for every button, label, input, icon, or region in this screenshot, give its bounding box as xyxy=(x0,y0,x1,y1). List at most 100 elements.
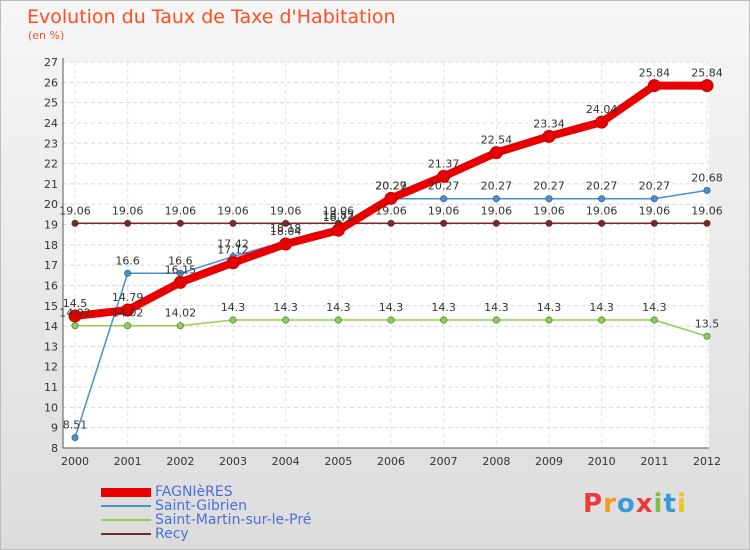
data-label: 22.54 xyxy=(481,134,513,147)
x-tick-label: 2010 xyxy=(588,455,616,468)
x-tick-label: 2008 xyxy=(482,455,510,468)
data-label: 17.12 xyxy=(217,244,249,257)
y-tick-label: 12 xyxy=(44,361,58,374)
data-label: 20.27 xyxy=(533,180,565,193)
data-point xyxy=(68,309,82,323)
data-point xyxy=(279,237,293,251)
data-label: 14.3 xyxy=(273,301,298,314)
chart-subtitle: (en %) xyxy=(28,29,65,42)
y-tick-label: 17 xyxy=(44,259,58,272)
data-point xyxy=(124,269,132,277)
data-label: 18.82 xyxy=(323,209,355,222)
data-point xyxy=(334,316,342,324)
data-point xyxy=(650,219,658,227)
data-label: 19.06 xyxy=(165,204,197,217)
data-label: 14.3 xyxy=(431,301,456,314)
data-point xyxy=(595,115,609,129)
data-point xyxy=(387,316,395,324)
data-label: 25.84 xyxy=(691,67,723,80)
data-label: 14.02 xyxy=(165,307,197,320)
y-tick-label: 25 xyxy=(44,97,58,110)
data-point xyxy=(545,316,553,324)
y-tick-label: 22 xyxy=(44,158,58,171)
legend-item: Saint-Martin-sur-le-Pré xyxy=(101,513,311,527)
chart-title: Evolution du Taux de Taxe d'Habitation xyxy=(27,6,396,28)
data-point xyxy=(492,195,500,203)
y-tick-label: 16 xyxy=(44,279,58,292)
y-tick-label: 9 xyxy=(51,422,58,435)
data-point xyxy=(647,79,661,93)
data-label: 19.06 xyxy=(586,204,618,217)
data-label: 19.06 xyxy=(59,204,91,217)
x-tick-label: 2006 xyxy=(377,455,405,468)
data-label: 8.51 xyxy=(63,419,88,432)
y-tick-label: 26 xyxy=(44,76,58,89)
data-label: 14.3 xyxy=(326,301,351,314)
y-tick-label: 24 xyxy=(44,117,58,130)
data-point xyxy=(440,195,448,203)
data-label: 24.04 xyxy=(586,103,618,116)
data-label: 14.3 xyxy=(221,301,246,314)
legend: FAGNIèRES Saint-Gibrien Saint-Martin-sur-l… xyxy=(101,485,311,541)
data-point xyxy=(650,195,658,203)
data-label: 16.15 xyxy=(165,263,197,276)
data-label: 14.02 xyxy=(59,307,91,320)
data-label: 20.27 xyxy=(586,180,618,193)
data-label: 20.27 xyxy=(375,180,407,193)
y-tick-label: 13 xyxy=(44,340,58,353)
x-tick-label: 2011 xyxy=(640,455,668,468)
data-label: 19.06 xyxy=(428,204,460,217)
data-point xyxy=(226,256,240,270)
legend-swatch xyxy=(101,533,151,535)
data-point xyxy=(703,186,711,194)
data-label: 14.3 xyxy=(484,301,509,314)
y-tick-label: 15 xyxy=(44,300,58,313)
y-tick-label: 8 xyxy=(51,442,58,455)
data-point xyxy=(440,219,448,227)
data-label: 19.06 xyxy=(375,204,407,217)
data-label: 18.18 xyxy=(270,222,302,235)
data-point xyxy=(387,219,395,227)
data-label: 16.6 xyxy=(115,254,140,267)
legend-swatch xyxy=(101,519,151,521)
y-tick-label: 10 xyxy=(44,401,58,414)
data-point xyxy=(650,316,658,324)
data-point xyxy=(124,322,132,330)
data-label: 18.72 xyxy=(323,211,355,224)
data-point xyxy=(229,219,237,227)
data-point xyxy=(598,219,606,227)
y-tick-label: 19 xyxy=(44,219,58,232)
legend-swatch xyxy=(101,487,151,497)
legend-item: FAGNIèRES xyxy=(101,485,311,499)
data-point xyxy=(703,332,711,340)
plot-area xyxy=(63,62,709,448)
data-point xyxy=(700,79,714,93)
data-label: 20.27 xyxy=(481,180,513,193)
x-tick-label: 2007 xyxy=(430,455,458,468)
data-label: 19.06 xyxy=(112,204,144,217)
x-tick-label: 2001 xyxy=(114,455,142,468)
data-label: 19.06 xyxy=(533,204,565,217)
data-label: 20.29 xyxy=(375,179,407,192)
data-point xyxy=(71,219,79,227)
y-tick-label: 14 xyxy=(44,320,58,333)
data-point xyxy=(489,146,503,160)
data-point xyxy=(173,275,187,289)
data-point xyxy=(492,219,500,227)
x-tick-label: 2005 xyxy=(324,455,352,468)
x-tick-label: 2009 xyxy=(535,455,563,468)
y-tick-label: 18 xyxy=(44,239,58,252)
data-point xyxy=(124,219,132,227)
legend-label: Recy xyxy=(155,526,189,542)
y-tick-label: 21 xyxy=(44,178,58,191)
legend-swatch xyxy=(101,505,151,507)
data-point xyxy=(176,219,184,227)
data-point xyxy=(176,322,184,330)
data-point xyxy=(384,191,398,205)
x-tick-label: 2012 xyxy=(693,455,721,468)
y-tick-label: 20 xyxy=(44,198,58,211)
data-point xyxy=(492,316,500,324)
data-point xyxy=(282,316,290,324)
data-label: 14.02 xyxy=(112,307,144,320)
